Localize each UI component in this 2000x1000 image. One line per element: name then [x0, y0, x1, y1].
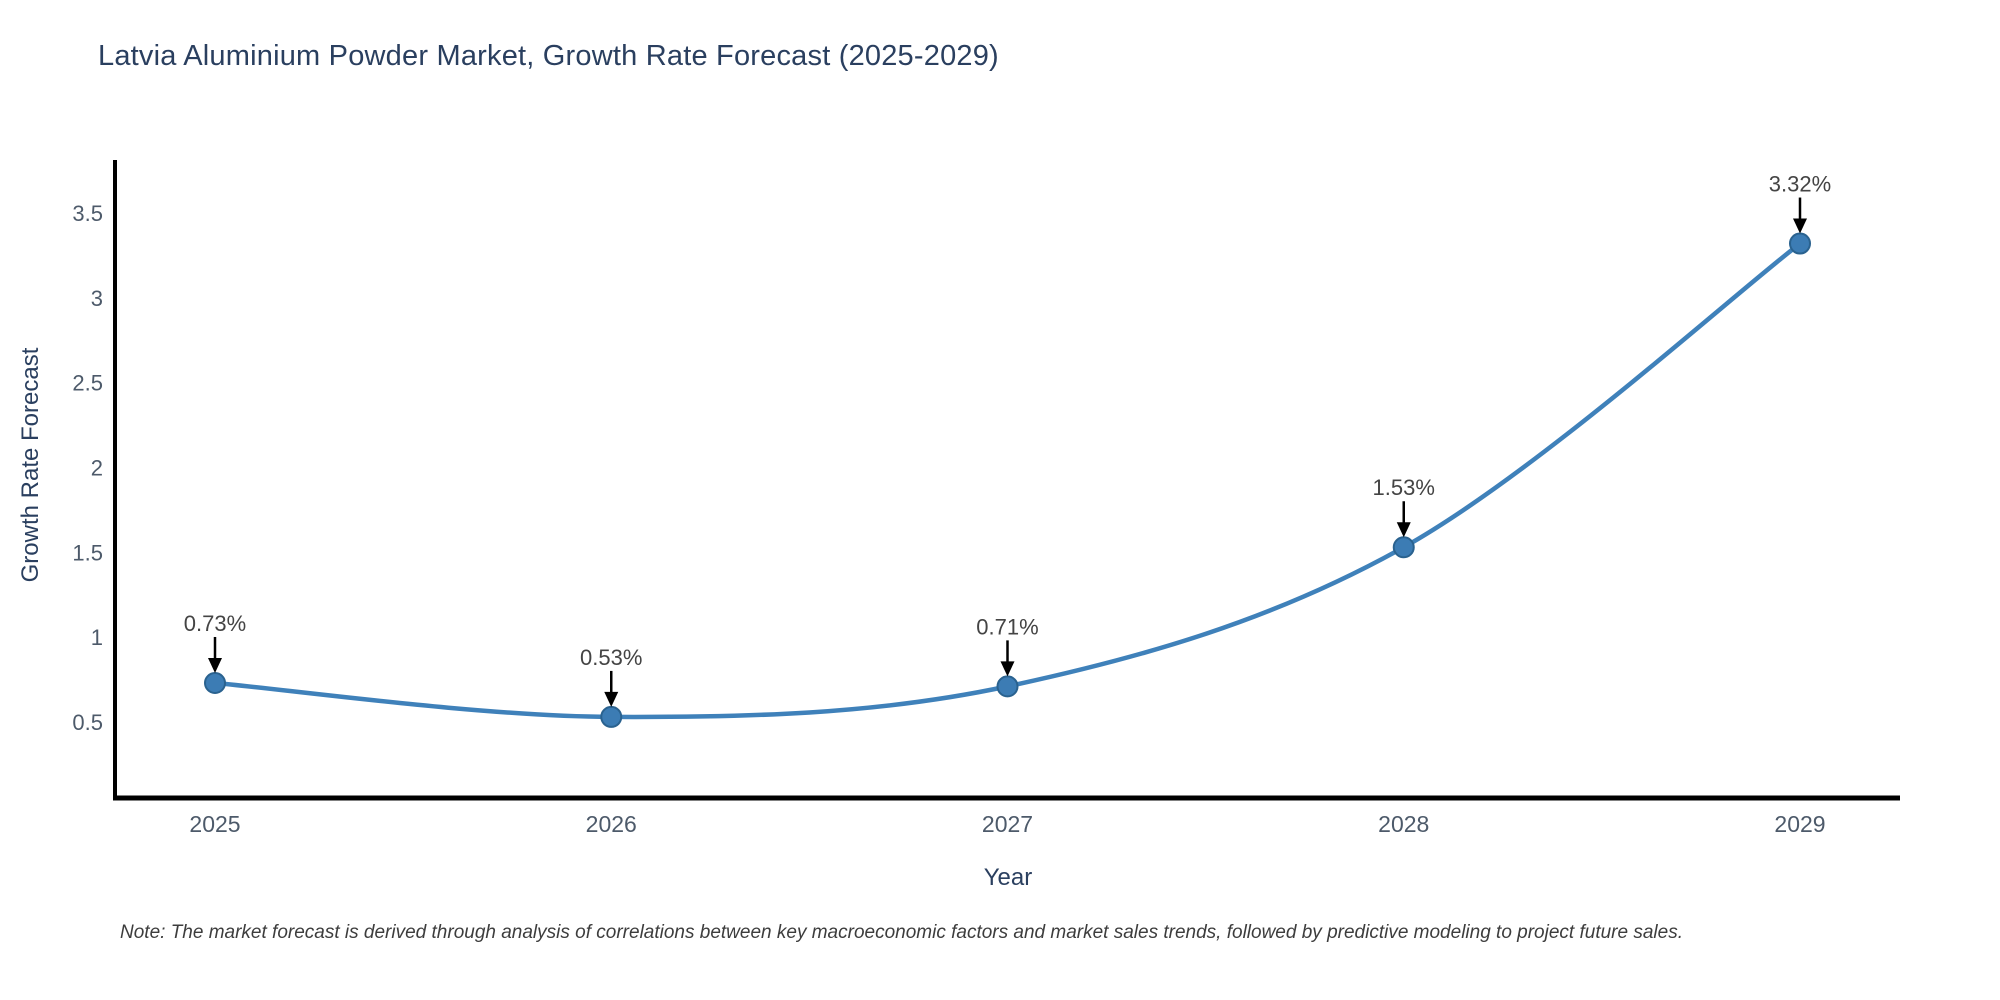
y-tick-label: 1	[91, 625, 103, 650]
x-tick-label: 2029	[1774, 811, 1825, 837]
point-annotation: 0.71%	[976, 614, 1038, 639]
point-annotation: 3.32%	[1769, 172, 1831, 197]
line-series	[212, 241, 1803, 720]
y-axis-title: Growth Rate Forecast	[17, 347, 44, 583]
data-point	[1789, 232, 1811, 255]
y-tick-label: 1.5	[72, 540, 103, 565]
y-tick-label: 3.5	[72, 201, 103, 226]
data-point	[1392, 536, 1415, 559]
data-point	[600, 705, 623, 728]
x-tick-label: 2025	[189, 811, 240, 837]
annotation-arrowhead	[1000, 661, 1015, 677]
annotation-arrowhead	[604, 691, 619, 707]
annotation-arrowhead	[1396, 522, 1411, 538]
chart-title: Latvia Aluminium Powder Market, Growth R…	[98, 40, 999, 72]
x-tick-label: 2027	[982, 811, 1033, 837]
point-annotation: 1.53%	[1373, 475, 1435, 500]
annotation-arrowhead	[1793, 218, 1807, 234]
y-tick-label: 2	[91, 456, 103, 481]
y-tick-label: 2.5	[72, 371, 103, 396]
x-tick-label: 2026	[586, 811, 637, 837]
point-annotation: 0.73%	[184, 611, 246, 636]
annotation-arrowhead	[208, 657, 222, 673]
y-tick-label: 0.5	[72, 710, 103, 735]
point-annotation: 0.53%	[580, 645, 642, 670]
chart-footnote: Note: The market forecast is derived thr…	[120, 922, 1683, 943]
data-point	[996, 675, 1019, 698]
x-tick-label: 2028	[1378, 811, 1429, 837]
y-tick-label: 3	[91, 286, 103, 311]
data-point	[204, 671, 226, 694]
x-axis-title: Year	[983, 864, 1033, 891]
